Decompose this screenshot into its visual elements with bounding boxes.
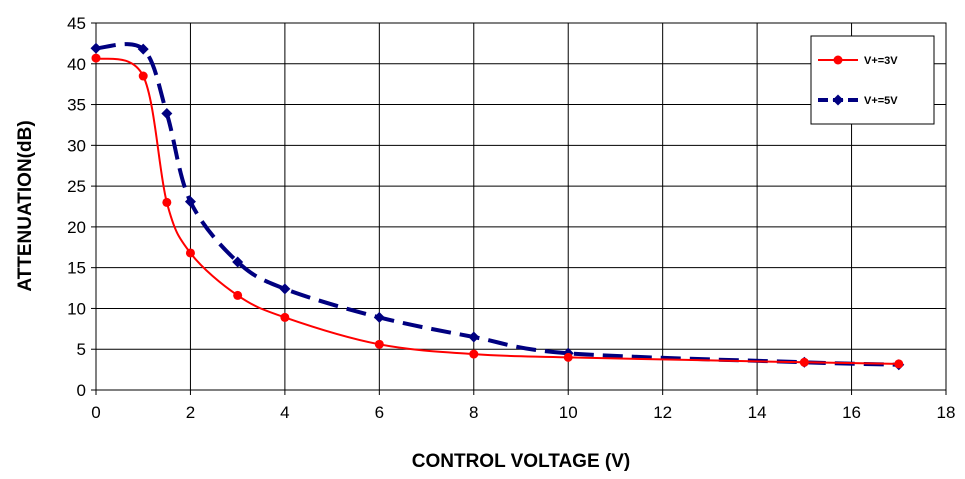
data-point (280, 312, 290, 322)
y-tick-label: 25 (67, 177, 86, 196)
data-point (184, 196, 196, 208)
y-axis-ticks: 0 5 10 15 20 25 30 35 40 45 (67, 14, 96, 400)
legend-label: V+=3V (864, 55, 898, 67)
data-point (799, 357, 809, 367)
x-tick-label: 2 (186, 403, 195, 422)
data-point (469, 349, 479, 359)
series-v3 (91, 53, 904, 369)
legend-item: V+=3V (818, 55, 898, 67)
series-line (95, 57, 899, 365)
legend-swatch-marker (832, 94, 844, 106)
x-tick-label: 10 (559, 403, 578, 422)
series-layer (90, 42, 905, 371)
x-tick-label: 0 (91, 403, 100, 422)
x-tick-label: 6 (375, 403, 384, 422)
data-point (373, 311, 385, 323)
data-point (185, 248, 195, 258)
plot-area (95, 22, 947, 391)
y-tick-label: 45 (67, 14, 86, 33)
x-axis-ticks: 0 2 4 6 8 10 12 14 16 18 (91, 390, 955, 422)
legend-swatch-marker (833, 55, 843, 65)
x-tick-label: 8 (469, 403, 478, 422)
data-point (563, 352, 573, 362)
y-tick-label: 10 (67, 299, 86, 318)
x-tick-label: 14 (748, 403, 767, 422)
data-point (374, 339, 384, 349)
data-point (894, 359, 904, 369)
x-axis-title: CONTROL VOLTAGE (V) (412, 451, 631, 472)
y-axis-title: ATTENUATION(dB) (15, 120, 36, 291)
data-point (161, 108, 173, 120)
y-tick-label: 5 (77, 340, 86, 359)
data-point (233, 290, 243, 300)
data-point (162, 197, 172, 207)
x-tick-label: 12 (653, 403, 672, 422)
data-point (468, 331, 480, 343)
data-point (279, 283, 291, 295)
legend-label: V+=5V (864, 95, 898, 107)
x-tick-label: 18 (937, 403, 956, 422)
x-tick-label: 16 (842, 403, 861, 422)
data-point (138, 71, 148, 81)
y-tick-label: 40 (67, 55, 86, 74)
y-tick-label: 20 (67, 218, 86, 237)
legend: V+=3V V+=5V (810, 35, 935, 125)
data-point (232, 256, 244, 268)
data-point (90, 42, 102, 54)
y-tick-label: 35 (67, 96, 86, 115)
y-tick-label: 15 (67, 259, 86, 278)
x-tick-label: 4 (280, 403, 289, 422)
y-tick-label: 0 (77, 381, 86, 400)
data-point (137, 43, 149, 55)
data-point (91, 53, 101, 63)
legend-box (810, 35, 935, 125)
legend-item: V+=5V (818, 94, 898, 107)
y-tick-label: 30 (67, 136, 86, 155)
